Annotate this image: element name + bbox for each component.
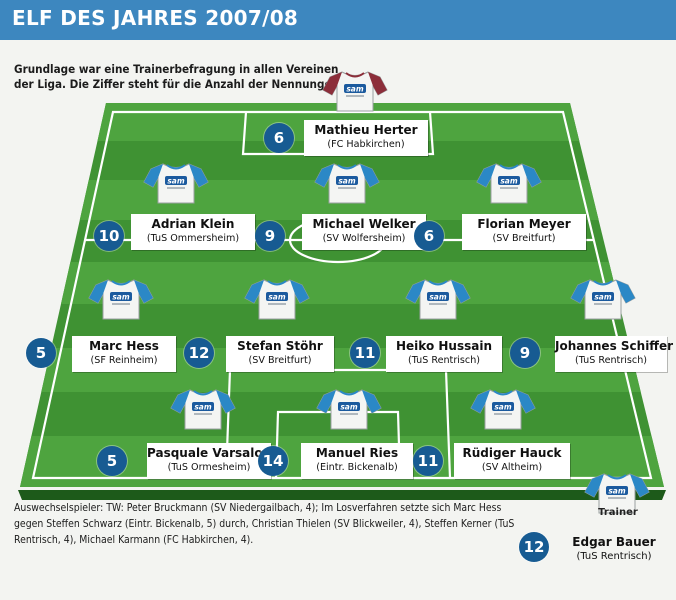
player-club: (TuS Ormesheim) <box>167 462 251 473</box>
trainer-club: (TuS Rentrisch) <box>576 551 652 562</box>
title-bar: ELF DES JAHRES 2007/08 <box>0 0 676 40</box>
player-name: Florian Meyer <box>477 217 571 231</box>
player-jersey-icon: sam <box>470 389 536 430</box>
player-card-hess: Marc Hess (SF Reinheim) <box>72 336 176 372</box>
player-card-ries: Manuel Ries (Eintr. Bickenalb) <box>301 443 413 479</box>
svg-text:sam: sam <box>112 293 130 302</box>
player-jersey-icon: sam <box>314 163 380 204</box>
player-club: (SV Breitfurt) <box>248 355 312 366</box>
jersey-icon: sam <box>405 279 471 320</box>
svg-text:sam: sam <box>268 293 286 302</box>
player-card-klein: Adrian Klein (TuS Ommersheim) <box>131 214 255 250</box>
player-club: (TuS Rentrisch) <box>574 355 648 366</box>
player-name: Michael Welker <box>312 217 416 231</box>
jersey-icon: sam <box>143 163 209 204</box>
player-name: Johannes Schiffer <box>555 339 674 353</box>
svg-text:sam: sam <box>194 403 212 412</box>
player-name: Mathieu Herter <box>314 123 418 137</box>
player-card-welker: Michael Welker (SV Wolfersheim) <box>302 214 426 250</box>
player-jersey-icon: sam <box>405 279 471 320</box>
intro-line-2: der Liga. Die Ziffer steht für die Anzah… <box>14 77 343 91</box>
votes-badge: 5 <box>26 338 56 368</box>
intro-text: Grundlage war eine Trainerbefragung in a… <box>14 62 343 92</box>
trainer-label: Trainer <box>598 507 638 518</box>
jersey-icon: sam <box>584 473 650 514</box>
jersey-icon: sam <box>570 279 636 320</box>
svg-text:sam: sam <box>346 85 364 94</box>
svg-text:sam: sam <box>494 403 512 412</box>
jersey-icon: sam <box>170 389 236 430</box>
player-club: (FC Habkirchen) <box>327 139 405 150</box>
player-jersey-icon: sam <box>570 279 636 320</box>
player-jersey-icon: sam <box>143 163 209 204</box>
player-club: (TuS Ommersheim) <box>146 233 240 244</box>
player-name: Adrian Klein <box>151 217 235 231</box>
player-card-herter: Mathieu Herter (FC Habkirchen) <box>304 120 428 156</box>
player-card-hauck: Rüdiger Hauck (SV Altheim) <box>454 443 570 479</box>
votes-badge: 6 <box>414 221 444 251</box>
player-jersey-icon: sam <box>244 279 310 320</box>
votes-badge: 9 <box>510 338 540 368</box>
trainer-name: Edgar Bauer <box>572 535 656 549</box>
player-club: (Eintr. Bickenalb) <box>316 462 398 473</box>
substitutes-note: Auswechselspieler: TW: Peter Bruckmann (… <box>14 502 515 546</box>
player-club: (SF Reinheim) <box>90 355 158 366</box>
votes-badge: 12 <box>184 338 214 368</box>
jersey-icon: sam <box>88 279 154 320</box>
player-card-varsalone: Pasquale Varsalone (TuS Ormesheim) <box>147 443 280 479</box>
svg-text:sam: sam <box>340 403 358 412</box>
votes-badge: 11 <box>413 446 443 476</box>
player-name: Marc Hess <box>89 339 159 353</box>
votes-badge: 14 <box>258 446 288 476</box>
svg-text:sam: sam <box>594 293 612 302</box>
jersey-icon: sam <box>476 163 542 204</box>
jersey-icon: sam <box>322 71 388 112</box>
jersey-icon: sam <box>316 389 382 430</box>
player-card-hussain: Heiko Hussain (TuS Rentrisch) <box>386 336 502 372</box>
votes-badge: 9 <box>255 221 285 251</box>
svg-text:sam: sam <box>338 177 356 186</box>
player-jersey-icon: sam <box>476 163 542 204</box>
intro-line-1: Grundlage war eine Trainerbefragung in a… <box>14 62 339 76</box>
svg-text:sam: sam <box>429 293 447 302</box>
votes-badge: 11 <box>350 338 380 368</box>
player-jersey-icon: sam <box>170 389 236 430</box>
player-jersey-icon: sam <box>316 389 382 430</box>
votes-badge: 6 <box>264 123 294 153</box>
player-name: Manuel Ries <box>315 446 399 460</box>
votes-badge: 5 <box>97 446 127 476</box>
trainer-shirt-icon: sam <box>584 473 650 514</box>
trainer-votes-badge: 12 <box>519 532 549 562</box>
jersey-icon: sam <box>470 389 536 430</box>
player-name: Rüdiger Hauck <box>462 446 562 460</box>
player-jersey-icon: sam <box>88 279 154 320</box>
player-card-stoehr: Stefan Stöhr (SV Breitfurt) <box>226 336 334 372</box>
votes-badge: 10 <box>94 221 124 251</box>
player-name: Heiko Hussain <box>396 339 492 353</box>
player-club: (TuS Rentrisch) <box>407 355 481 366</box>
jersey-icon: sam <box>244 279 310 320</box>
goalkeeper-jersey-icon: sam <box>322 71 388 112</box>
player-name: Pasquale Varsalone <box>147 446 280 460</box>
svg-text:sam: sam <box>500 177 518 186</box>
pitch-shadow <box>18 490 666 500</box>
page-title: ELF DES JAHRES 2007/08 <box>12 6 299 30</box>
svg-text:sam: sam <box>167 177 185 186</box>
player-name: Stefan Stöhr <box>237 339 323 353</box>
player-club: (SV Breitfurt) <box>492 233 556 244</box>
player-club: (SV Altheim) <box>481 462 543 473</box>
player-card-schiffer: Johannes Schiffer (TuS Rentrisch) <box>555 336 674 372</box>
player-club: (SV Wolfersheim) <box>322 233 406 244</box>
player-card-meyer: Florian Meyer (SV Breitfurt) <box>462 214 586 250</box>
svg-text:sam: sam <box>608 487 626 496</box>
jersey-icon: sam <box>314 163 380 204</box>
